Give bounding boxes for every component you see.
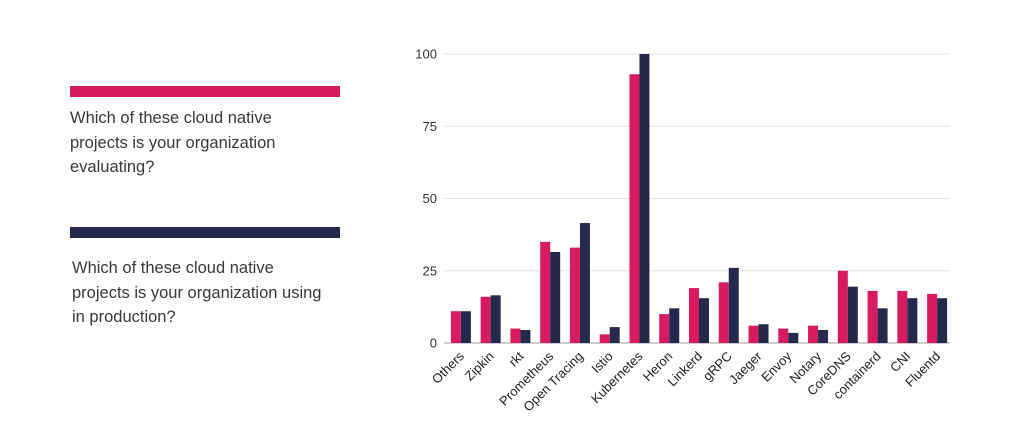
bar-evaluating-jaeger bbox=[748, 325, 759, 343]
bar-production-envoy bbox=[788, 332, 799, 343]
bar-production-notary bbox=[818, 329, 829, 343]
bar-production-heron bbox=[669, 308, 680, 343]
bar-evaluating-others bbox=[450, 311, 461, 343]
x-tick-label-rkt: rkt bbox=[506, 348, 527, 369]
bar-production-linkerd bbox=[699, 298, 709, 343]
bar-evaluating-notary bbox=[808, 325, 819, 343]
bar-evaluating-heron bbox=[659, 314, 670, 343]
bar-production-jaeger bbox=[758, 324, 769, 343]
legend-swatch-evaluating bbox=[70, 86, 340, 97]
bar-production-open-tracing bbox=[579, 223, 590, 343]
bar-evaluating-containerd bbox=[867, 290, 878, 343]
bar-evaluating-fluentd bbox=[927, 293, 938, 343]
bar-production-fluentd bbox=[937, 298, 948, 343]
bar-evaluating-grpc bbox=[718, 282, 729, 343]
legend-label-production: Which of these cloud native projects is … bbox=[72, 259, 322, 326]
bar-evaluating-linkerd bbox=[689, 288, 699, 343]
bar-production-coredns bbox=[847, 286, 858, 343]
bar-evaluating-envoy bbox=[778, 328, 789, 343]
bar-evaluating-open-tracing bbox=[569, 247, 580, 343]
bar-evaluating-coredns bbox=[837, 270, 848, 343]
y-tick-label-25: 25 bbox=[423, 263, 437, 278]
legend-label-evaluating: Which of these cloud native projects is … bbox=[70, 109, 276, 176]
x-tick-label-jaeger: Jaeger bbox=[726, 348, 765, 387]
bar-evaluating-istio bbox=[599, 334, 610, 343]
bar-evaluating-prometheus bbox=[540, 241, 551, 343]
y-tick-label-75: 75 bbox=[423, 119, 437, 134]
bar-production-kubernetes bbox=[639, 54, 650, 343]
y-tick-label-0: 0 bbox=[430, 336, 437, 351]
bar-evaluating-zipkin bbox=[480, 296, 491, 343]
bar-production-zipkin bbox=[490, 295, 501, 343]
bar-evaluating-kubernetes bbox=[629, 74, 640, 343]
y-tick-label-100: 100 bbox=[415, 47, 437, 62]
bar-production-rkt bbox=[520, 329, 531, 343]
bar-production-others bbox=[460, 311, 471, 343]
bar-production-containerd bbox=[877, 308, 888, 343]
bar-evaluating-cni bbox=[897, 290, 908, 343]
legend-swatch-production bbox=[70, 227, 340, 238]
bar-production-istio bbox=[609, 327, 620, 343]
bar-production-grpc bbox=[728, 267, 739, 343]
y-tick-label-50: 50 bbox=[423, 191, 437, 206]
bar-production-prometheus bbox=[550, 251, 561, 343]
x-tick-label-zipkin: Zipkin bbox=[462, 349, 497, 384]
bar-production-cni bbox=[907, 298, 918, 343]
bar-evaluating-rkt bbox=[510, 328, 521, 343]
x-tick-label-others: Others bbox=[429, 348, 468, 387]
